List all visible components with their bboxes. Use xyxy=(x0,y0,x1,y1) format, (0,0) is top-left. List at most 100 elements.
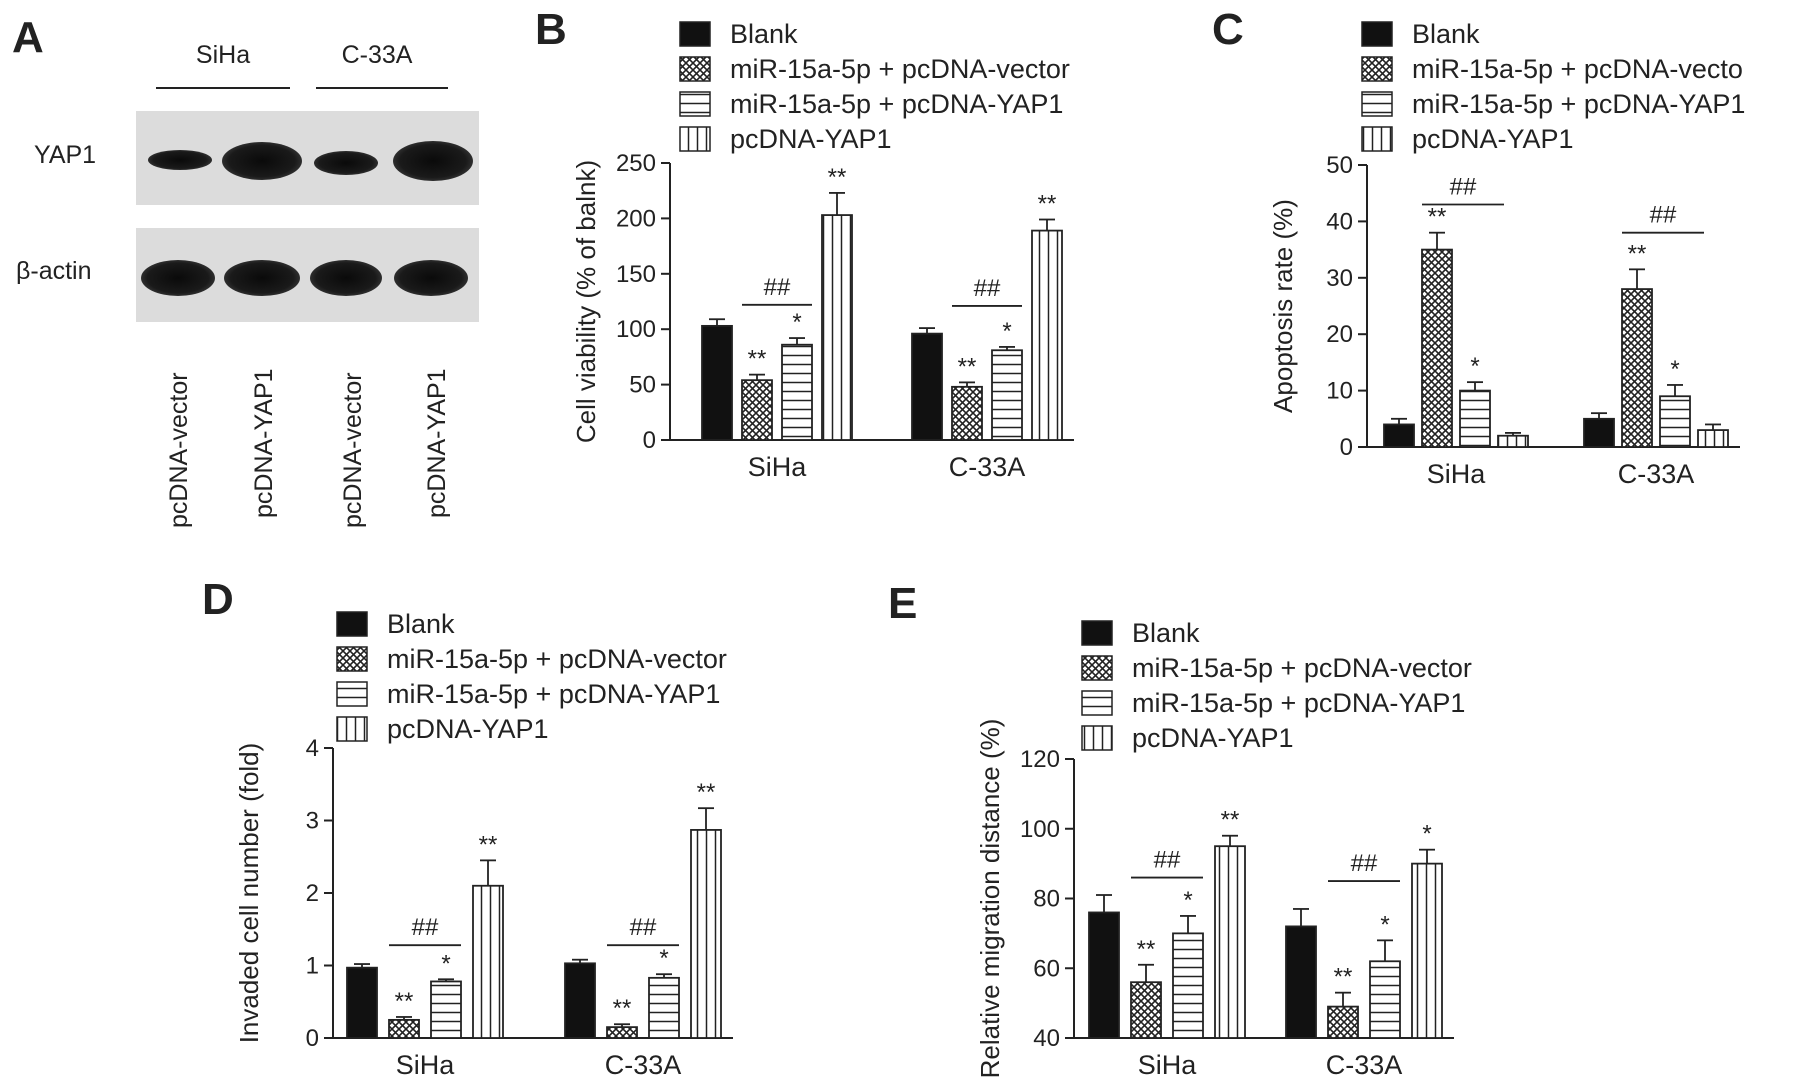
y-tick-label-d-4: 4 xyxy=(306,735,319,762)
y-tick-label-d-1: 1 xyxy=(306,953,319,980)
category-label-e-c33a: C-33A xyxy=(1326,1050,1403,1080)
legend-label-b-blank: Blank xyxy=(730,19,798,49)
legend-label-e-blank: Blank xyxy=(1132,618,1200,648)
legend-label-e-yap1: pcDNA-YAP1 xyxy=(1132,723,1294,753)
bar-b-siha-blank xyxy=(701,324,733,441)
legend-label-d-yap1: pcDNA-YAP1 xyxy=(387,714,549,744)
bar-c-c33a-blank xyxy=(1583,417,1615,448)
sig-mark-c-siha-yap1-combo: * xyxy=(1470,353,1479,380)
sig-mark-e-c33a-yap1-combo: * xyxy=(1380,911,1389,938)
legend-label-c-yap1-combo: miR-15a-5p + pcDNA-YAP1 xyxy=(1412,89,1745,119)
sig-mark-b-siha-yap1-combo: * xyxy=(792,309,801,336)
sig-mark-b-c33a-vector: ** xyxy=(958,353,977,380)
lane-label-4: pcDNA-YAP1 xyxy=(423,368,451,518)
category-label-d-c33a: C-33A xyxy=(605,1050,682,1080)
bar-b-c33a-blank xyxy=(911,332,943,441)
legend-swatch-e-vector xyxy=(1081,655,1113,681)
category-label-b-c33a: C-33A xyxy=(949,452,1026,482)
legend-swatch-e-yap1-combo xyxy=(1081,690,1113,716)
bar-e-siha-vector xyxy=(1130,981,1162,1039)
bar-c-c33a-vector xyxy=(1621,288,1653,448)
y-tick-label-b-50: 50 xyxy=(629,372,656,399)
legend-label-d-yap1-combo: miR-15a-5p + pcDNA-YAP1 xyxy=(387,679,720,709)
bar-b-c33a-yap1-combo xyxy=(991,349,1023,441)
legend-label-c-yap1: pcDNA-YAP1 xyxy=(1412,124,1574,154)
category-label-c-siha: SiHa xyxy=(1427,459,1487,489)
legend-swatch-c-yap1-combo xyxy=(1361,91,1393,117)
y-tick-label-c-50: 50 xyxy=(1326,152,1353,179)
band-label-yap1: YAP1 xyxy=(34,141,96,169)
bar-b-siha-vector xyxy=(741,379,773,441)
sig-mark-c-siha-vector: ** xyxy=(1428,204,1447,231)
bar-b-siha-yap1-combo xyxy=(781,343,813,441)
sig-mark-e-c33a-vector: ** xyxy=(1334,964,1353,991)
y-tick-label-c-10: 10 xyxy=(1326,378,1353,405)
sig-mark-e-siha-yap1: ** xyxy=(1221,807,1240,834)
bar-d-c33a-yap1-combo xyxy=(648,976,680,1039)
bar-c-siha-blank xyxy=(1383,423,1415,448)
y-tick-label-b-150: 150 xyxy=(616,261,656,288)
sig-mark-b-c33a-yap1-combo: * xyxy=(1002,318,1011,345)
sig-mark-d-c33a-yap1: ** xyxy=(697,779,716,806)
blot-band-actin-lane3 xyxy=(310,260,382,296)
bracket-label-c-1: ## xyxy=(1650,202,1677,229)
y-tick-label-b-250: 250 xyxy=(616,150,656,177)
chart-e: E Blank miR-15a-5p + pcDNA-vector miR-15a-5… xyxy=(888,579,1472,1080)
sig-mark-d-c33a-vector: ** xyxy=(613,995,632,1022)
y-tick-label-d-0: 0 xyxy=(306,1025,319,1052)
legend-swatch-d-yap1 xyxy=(336,716,368,742)
blot-band-yap1-lane3 xyxy=(314,151,378,175)
sig-mark-b-c33a-yap1: ** xyxy=(1038,191,1057,218)
bracket-label-c-0: ## xyxy=(1450,173,1477,200)
sig-mark-d-siha-yap1-combo: * xyxy=(441,950,450,977)
legend-swatch-c-vector xyxy=(1361,56,1393,82)
bar-b-c33a-vector xyxy=(951,385,983,441)
legend-swatch-e-blank xyxy=(1081,620,1113,646)
legend-label-b-vector: miR-15a-5p + pcDNA-vector xyxy=(730,54,1070,84)
y-tick-label-b-200: 200 xyxy=(616,205,656,232)
y-tick-label-e-60: 60 xyxy=(1033,955,1060,982)
category-label-d-siha: SiHa xyxy=(396,1050,456,1080)
sig-mark-c-c33a-vector: ** xyxy=(1628,240,1647,267)
y-tick-label-c-20: 20 xyxy=(1326,321,1353,348)
bar-e-c33a-vector xyxy=(1327,1005,1359,1039)
y-tick-label-c-30: 30 xyxy=(1326,265,1353,292)
y-axis-title-d: Invaded cell number (fold) xyxy=(234,743,264,1044)
bar-d-c33a-blank xyxy=(564,962,596,1039)
legend-label-d-vector: miR-15a-5p + pcDNA-vector xyxy=(387,644,727,674)
chart-d: D Blank miR-15a-5p + pcDNA-vector miR-15a-5… xyxy=(202,575,733,1080)
bracket-label-b-0: ## xyxy=(764,274,791,301)
lane-label-3: pcDNA-vector xyxy=(339,372,367,528)
sig-mark-e-c33a-yap1: * xyxy=(1422,821,1431,848)
legend-swatch-b-yap1-combo xyxy=(679,91,711,117)
y-tick-label-d-3: 3 xyxy=(306,808,319,835)
cell-line-label-c33a: C-33A xyxy=(342,41,413,69)
legend-swatch-d-vector xyxy=(336,646,368,672)
bar-d-siha-yap1-combo xyxy=(430,980,462,1039)
legend-label-c-vector: miR-15a-5p + pcDNA-vecto xyxy=(1412,54,1743,84)
blot-band-actin-lane1 xyxy=(141,260,215,296)
bar-d-siha-yap1 xyxy=(472,884,504,1039)
bar-e-c33a-blank xyxy=(1285,925,1317,1039)
bar-e-siha-blank xyxy=(1088,911,1120,1039)
legend-label-c-blank: Blank xyxy=(1412,19,1480,49)
panel-letter-e: E xyxy=(888,579,917,628)
legend-swatch-d-blank xyxy=(336,611,368,637)
panel-letter-b: B xyxy=(535,5,567,54)
blot-band-actin-lane2 xyxy=(224,260,300,296)
legend-swatch-b-yap1 xyxy=(679,126,711,152)
bar-c-c33a-yap1 xyxy=(1697,429,1729,448)
blot-band-yap1-lane4 xyxy=(393,141,473,181)
bar-c-siha-yap1 xyxy=(1497,434,1529,448)
panel-letter-d: D xyxy=(202,575,234,624)
panel-a: A SiHa C-33A YAP1 β-actin pcDNA-vector p… xyxy=(12,13,479,528)
y-tick-label-d-2: 2 xyxy=(306,880,319,907)
y-tick-label-e-120: 120 xyxy=(1020,746,1060,773)
y-tick-label-e-40: 40 xyxy=(1033,1025,1060,1052)
sig-mark-e-siha-yap1-combo: * xyxy=(1183,887,1192,914)
y-axis-title-b: Cell viability (% of balnk) xyxy=(571,160,601,443)
blot-band-yap1-lane1 xyxy=(148,150,212,170)
legend-label-b-yap1: pcDNA-YAP1 xyxy=(730,124,892,154)
lane-label-1: pcDNA-vector xyxy=(165,372,193,528)
legend-swatch-e-yap1 xyxy=(1081,725,1113,751)
